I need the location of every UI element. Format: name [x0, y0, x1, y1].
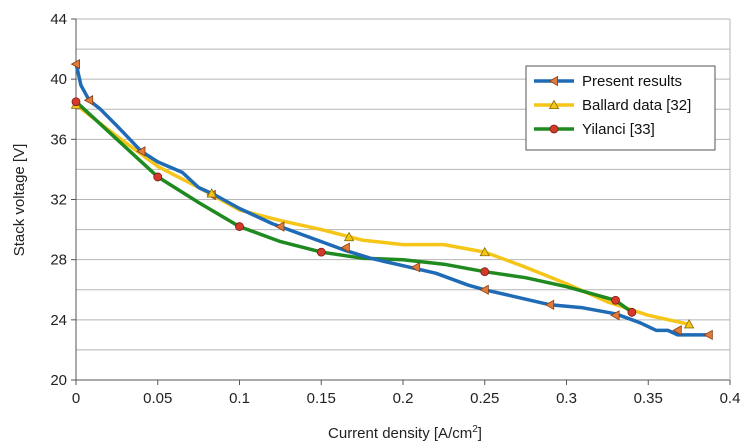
x-tick-label: 0.4	[720, 390, 741, 407]
x-tick-labels: 0 0.05 0.1 0.15 0.2 0.25 0.3 0.35 0.4	[72, 390, 741, 407]
series-point-1	[683, 319, 695, 329]
series-point-0	[672, 325, 682, 336]
x-axis-title-sup: 2	[472, 424, 478, 435]
series-point-2	[316, 247, 326, 257]
y-tick-labels: 20 24 28 32 36 40 44	[50, 11, 67, 389]
series-point-2	[627, 307, 637, 317]
series-point-0	[70, 58, 80, 70]
series-point-0	[410, 262, 421, 273]
x-tick-label: 0.35	[634, 390, 663, 407]
legend-label: Yilanci [33]	[582, 121, 655, 138]
series-point-2	[235, 222, 244, 231]
legend-swatch-marker	[548, 75, 558, 87]
series-point-1	[479, 246, 490, 257]
y-tick-label: 24	[50, 312, 67, 329]
series-line-2	[74, 99, 634, 315]
series-point-0	[275, 221, 285, 232]
series-point-1	[343, 231, 355, 242]
legend-swatch-marker	[549, 124, 559, 134]
x-tick-label: 0.2	[393, 390, 414, 407]
x-tick-label: 0	[72, 390, 80, 407]
series-point-0	[340, 242, 350, 253]
series-point-0	[83, 95, 94, 106]
x-tick-label: 0.15	[307, 390, 336, 407]
series-point-0	[610, 310, 620, 321]
series-markers	[70, 58, 713, 341]
x-axis-title-end: ]	[478, 425, 482, 442]
series-point-2	[71, 97, 81, 107]
y-tick-label: 20	[50, 372, 67, 389]
series-point-2	[153, 172, 163, 182]
y-axis-title: Stack voltage [V]	[11, 144, 28, 257]
series-point-0	[479, 284, 489, 295]
x-tick-label: 0.25	[470, 390, 499, 407]
series-point-0	[544, 299, 555, 310]
x-axis-title-main: Current density [A/cm	[328, 425, 472, 442]
series-point-2	[480, 267, 490, 277]
y-tick-label: 40	[50, 71, 67, 88]
x-tick-label: 0.05	[143, 390, 172, 407]
series-point-1	[206, 188, 217, 198]
legend: Present results Ballard data [32] Yilanci …	[525, 65, 716, 151]
legend-label: Present results	[582, 73, 682, 90]
series-point-2	[611, 295, 620, 305]
legend-label: Ballard data [32]	[582, 97, 691, 114]
y-tick-label: 36	[50, 131, 67, 148]
x-tick-label: 0.3	[556, 390, 577, 407]
x-axis-title: Current density [A/cm2]	[328, 424, 482, 442]
y-tick-label: 32	[50, 192, 67, 209]
x-tick-label: 0.1	[229, 390, 250, 407]
y-tick-label: 28	[50, 252, 67, 269]
legend-swatch-marker	[548, 99, 560, 109]
y-tick-label: 44	[50, 11, 67, 28]
series-point-0	[136, 146, 146, 157]
axes	[71, 18, 731, 385]
series-point-0	[703, 329, 713, 341]
